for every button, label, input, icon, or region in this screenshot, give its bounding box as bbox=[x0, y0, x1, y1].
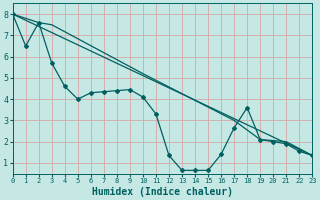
X-axis label: Humidex (Indice chaleur): Humidex (Indice chaleur) bbox=[92, 186, 233, 197]
